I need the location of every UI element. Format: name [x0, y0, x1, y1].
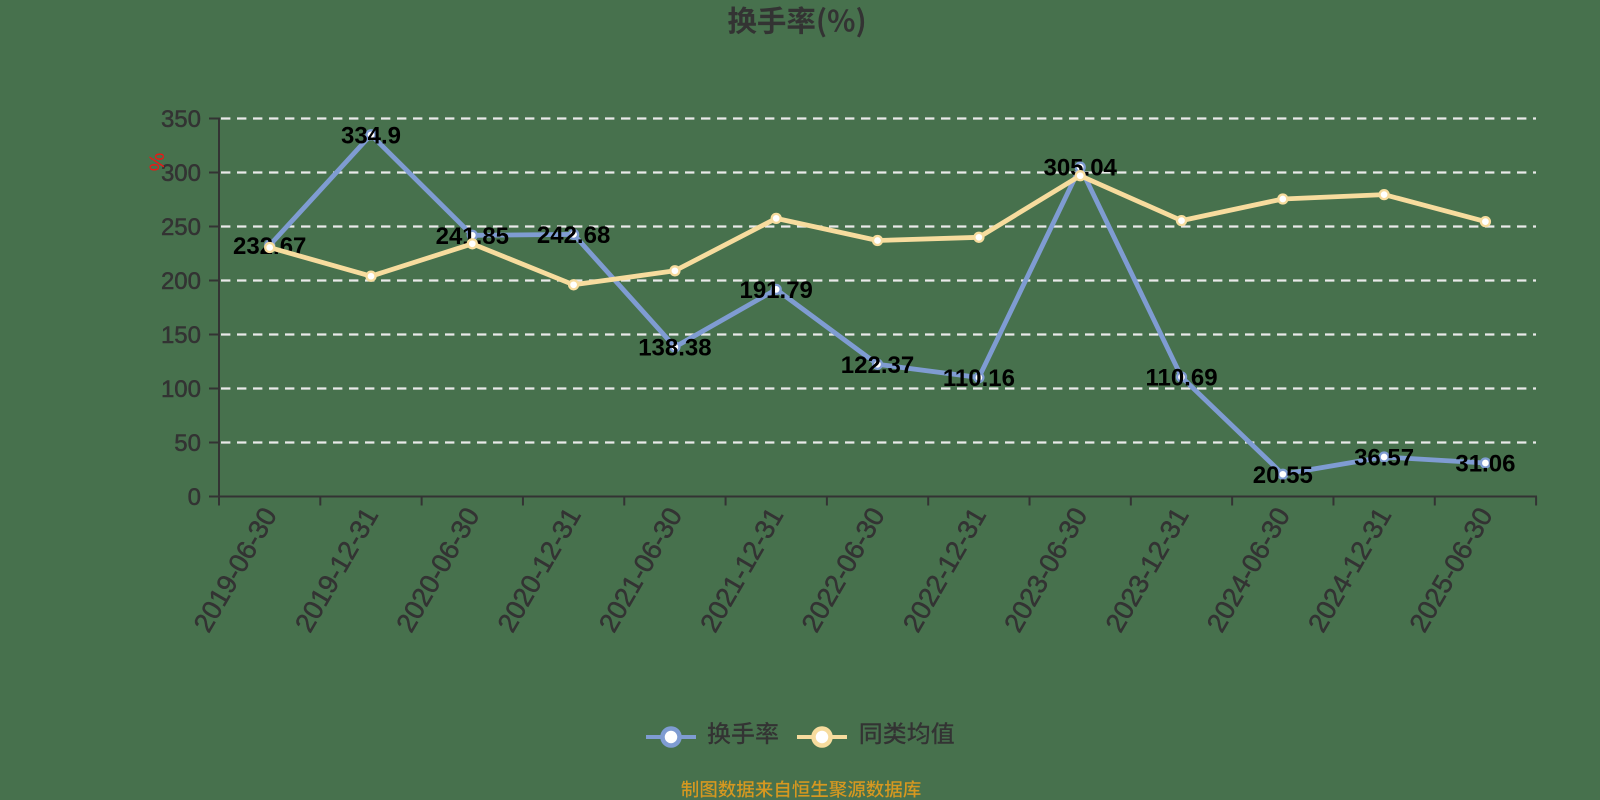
svg-text:250: 250 [161, 214, 201, 241]
svg-text:138.38: 138.38 [638, 335, 711, 362]
svg-text:300: 300 [161, 160, 201, 187]
svg-text:0: 0 [188, 484, 201, 511]
svg-text:334.9: 334.9 [341, 122, 401, 149]
svg-text:%: % [145, 153, 168, 172]
svg-text:242.68: 242.68 [537, 222, 610, 249]
svg-text:31.06: 31.06 [1455, 451, 1515, 478]
svg-text:150: 150 [161, 322, 201, 349]
svg-text:200: 200 [161, 268, 201, 295]
svg-text:100: 100 [161, 376, 201, 403]
svg-text:122.37: 122.37 [841, 352, 914, 379]
svg-text:50: 50 [174, 430, 201, 457]
svg-text:110.16: 110.16 [943, 365, 1015, 392]
svg-text:191.79: 191.79 [739, 277, 812, 304]
svg-text:350: 350 [161, 106, 201, 133]
svg-text:36.57: 36.57 [1354, 445, 1414, 472]
svg-text:20.55: 20.55 [1253, 462, 1313, 489]
svg-text:110.69: 110.69 [1145, 365, 1217, 392]
